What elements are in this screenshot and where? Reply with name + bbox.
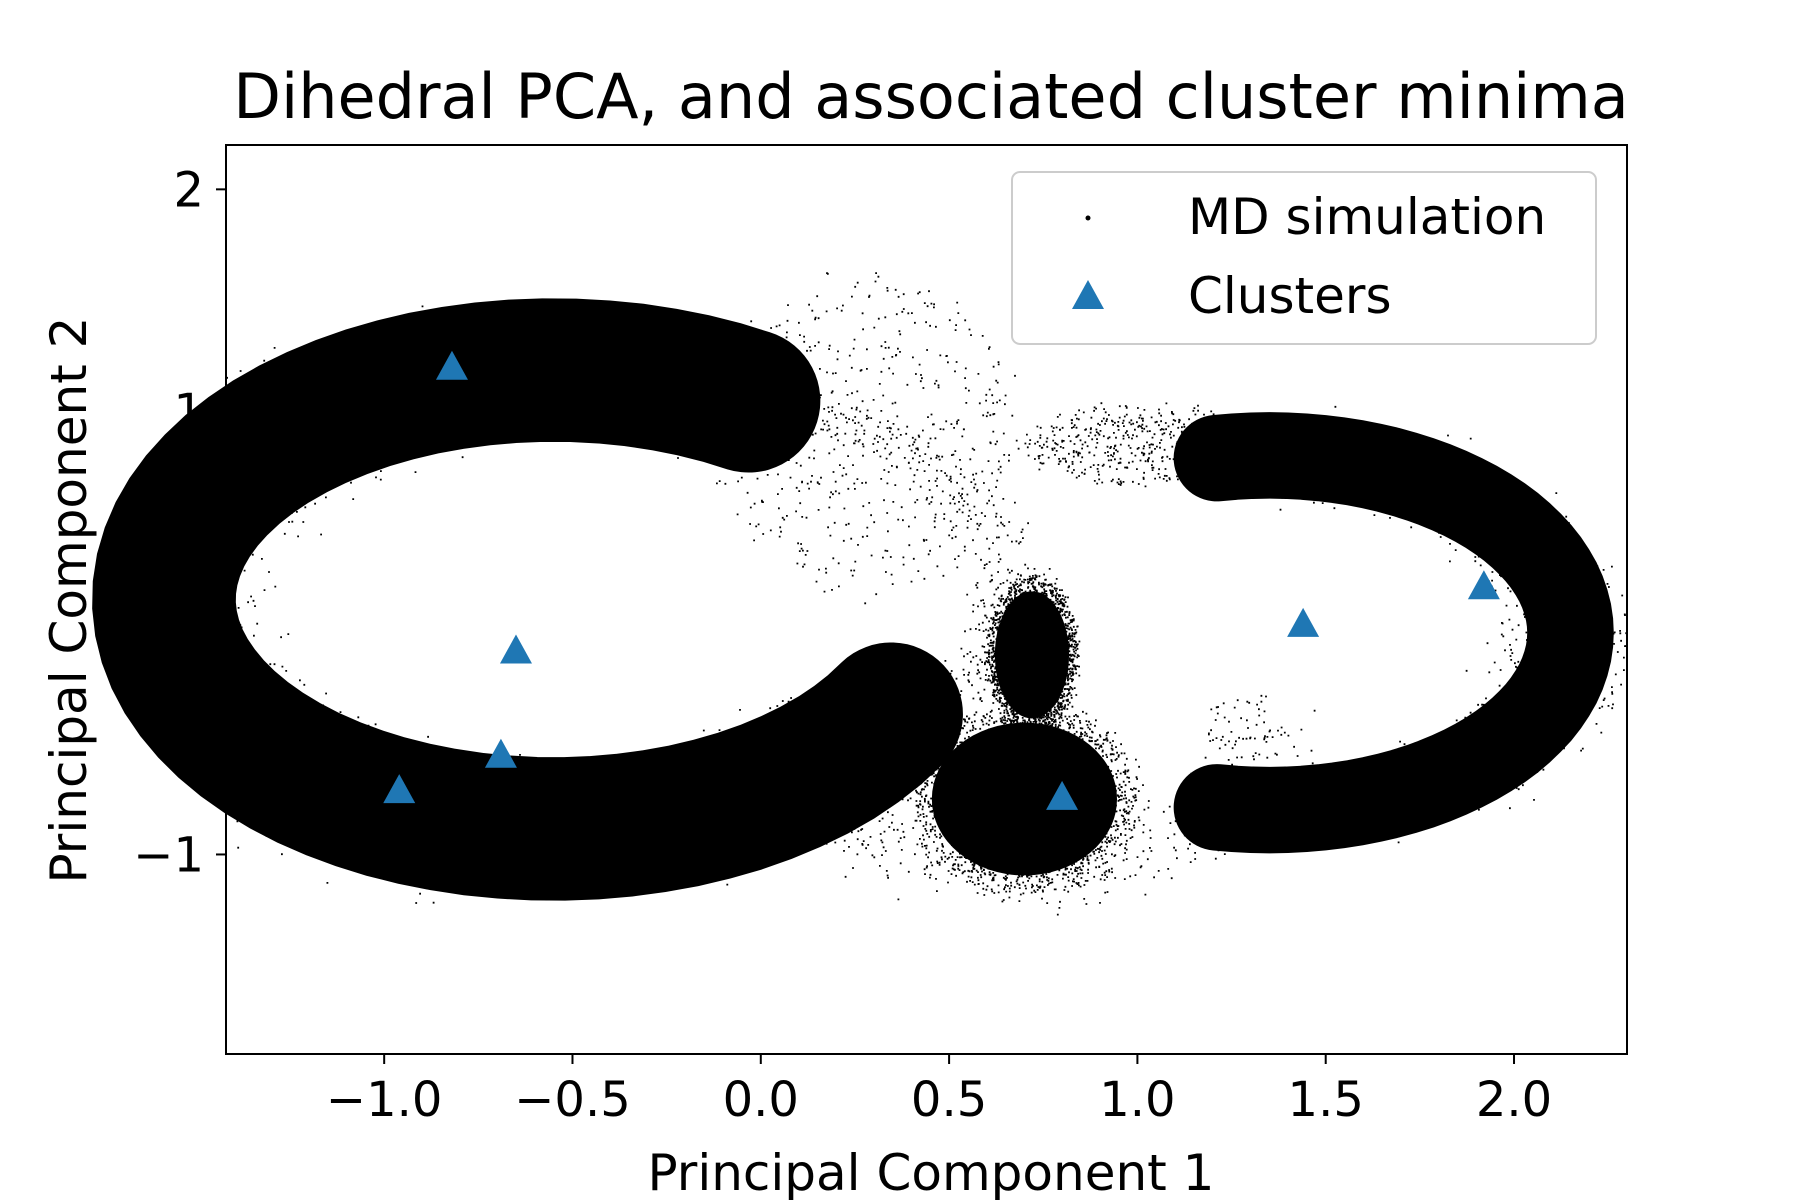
- x-tick-label: 0.5: [911, 1072, 987, 1128]
- legend: MD simulation Clusters: [1011, 171, 1597, 345]
- legend-marker-clusters: [1072, 280, 1104, 309]
- y-tick-label: 2: [173, 162, 204, 218]
- x-tick-label: 1.5: [1288, 1072, 1364, 1128]
- cluster-point: [484, 738, 517, 768]
- md-simulation-region: [1015, 402, 1256, 488]
- cluster-point: [1467, 570, 1500, 600]
- cluster-point: [499, 634, 532, 664]
- y-tick-label: 1: [173, 384, 204, 440]
- plot-frame: [225, 144, 1628, 1055]
- x-tick-label: −1.0: [326, 1072, 443, 1128]
- md-simulation-region: [982, 567, 1081, 742]
- cluster-point: [435, 350, 468, 380]
- x-tick-label: 1.0: [1099, 1072, 1175, 1128]
- cluster-point: [1287, 607, 1320, 637]
- md-simulation-points: [1015, 402, 1256, 488]
- cluster-point: [1046, 780, 1079, 810]
- x-tick-label: 2.0: [1476, 1072, 1552, 1128]
- cluster-markers: [383, 350, 1500, 810]
- y-axis-ticks: −1 0 1 2: [133, 162, 226, 883]
- x-tick-label: −0.5: [514, 1072, 631, 1128]
- md-simulation-region: [92, 298, 965, 904]
- x-tick-label: 0.0: [723, 1072, 799, 1128]
- y-tick-label: −1: [133, 827, 204, 883]
- md-simulation-region: [1173, 405, 1628, 855]
- legend-marker-md-simulation: [1085, 215, 1091, 221]
- legend-box: [1011, 171, 1597, 345]
- chart-title: Dihedral PCA, and associated cluster min…: [233, 60, 1628, 133]
- plot-data-layer: [92, 272, 1628, 916]
- cluster-point: [383, 774, 416, 804]
- x-axis-label: Principal Component 1: [648, 1144, 1215, 1200]
- md-simulation-points: [716, 272, 1016, 605]
- md-simulation-points: [1209, 405, 1628, 855]
- md-simulation-core: [92, 298, 963, 901]
- md-simulation-region: [716, 272, 1016, 605]
- legend-label-clusters: Clusters: [1188, 267, 1392, 325]
- md-simulation-points: [982, 567, 1081, 742]
- md-simulation-region: [898, 691, 1150, 903]
- legend-label-md-simulation: MD simulation: [1188, 188, 1546, 246]
- md-simulation-core: [1173, 412, 1614, 854]
- y-axis-label: Principal Component 2: [40, 317, 98, 884]
- y-tick-label: 0: [173, 606, 204, 662]
- x-axis-ticks: −1.0 −0.5 0.0 0.5 1.0 1.5 2.0: [326, 1054, 1552, 1128]
